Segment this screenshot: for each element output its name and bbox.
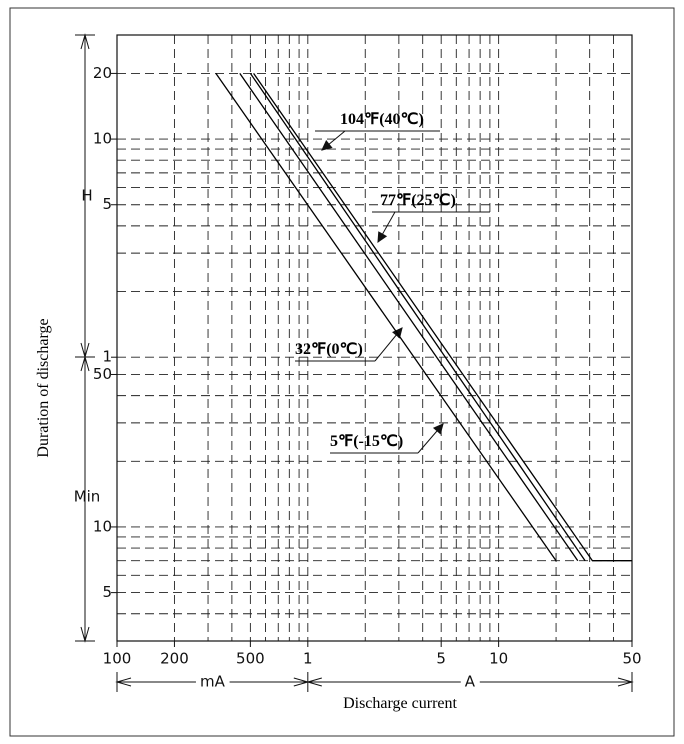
x-tick-label: 5 <box>436 650 446 668</box>
y-tick-label: 1 <box>102 348 112 366</box>
arrow <box>305 677 322 687</box>
x-tick-label: 100 <box>103 650 132 668</box>
curve-label: 32℉(0℃) <box>295 341 363 358</box>
y-tick-label: 5 <box>102 195 112 213</box>
y-unit: Min <box>74 488 101 506</box>
x-tick-label: 500 <box>236 650 265 668</box>
y-tick-label: 20 <box>93 64 112 82</box>
plot-frame <box>116 34 633 642</box>
y-tick-label: 10 <box>93 130 112 148</box>
outer-frame <box>9 7 675 737</box>
arrow <box>80 626 90 643</box>
curve <box>249 73 586 562</box>
curve-label: 5℉(-15℃) <box>330 433 403 450</box>
x-tick-label: 10 <box>489 650 508 668</box>
label-arrow <box>377 231 388 244</box>
x-tick-label: 1 <box>303 650 313 668</box>
curve <box>253 73 632 562</box>
curve <box>215 73 557 562</box>
x-axis-label: Discharge current <box>343 695 457 712</box>
curve-label: 104℉(40℃) <box>340 111 424 128</box>
x-unit: mA <box>200 673 226 691</box>
y-unit: H <box>81 187 92 205</box>
x-tick-label: 200 <box>160 650 189 668</box>
x-tick-label: 50 <box>622 650 641 668</box>
label-arrow <box>432 423 444 435</box>
arrow <box>617 677 634 687</box>
unit-bg <box>460 672 480 691</box>
y-tick-label: 5 <box>102 583 112 601</box>
arrow <box>80 33 90 50</box>
y-axis-label: Duration of discharge <box>35 318 52 457</box>
unit-bg <box>195 672 230 691</box>
arrow <box>80 355 90 372</box>
curve <box>239 73 579 562</box>
x-unit: A <box>465 673 476 691</box>
arrow <box>115 677 132 687</box>
y-tick-label: 10 <box>93 517 112 535</box>
y-tick-label: 50 <box>93 365 112 383</box>
label-arrow <box>321 140 333 151</box>
curve-label: 77℉(25℃) <box>380 192 456 209</box>
